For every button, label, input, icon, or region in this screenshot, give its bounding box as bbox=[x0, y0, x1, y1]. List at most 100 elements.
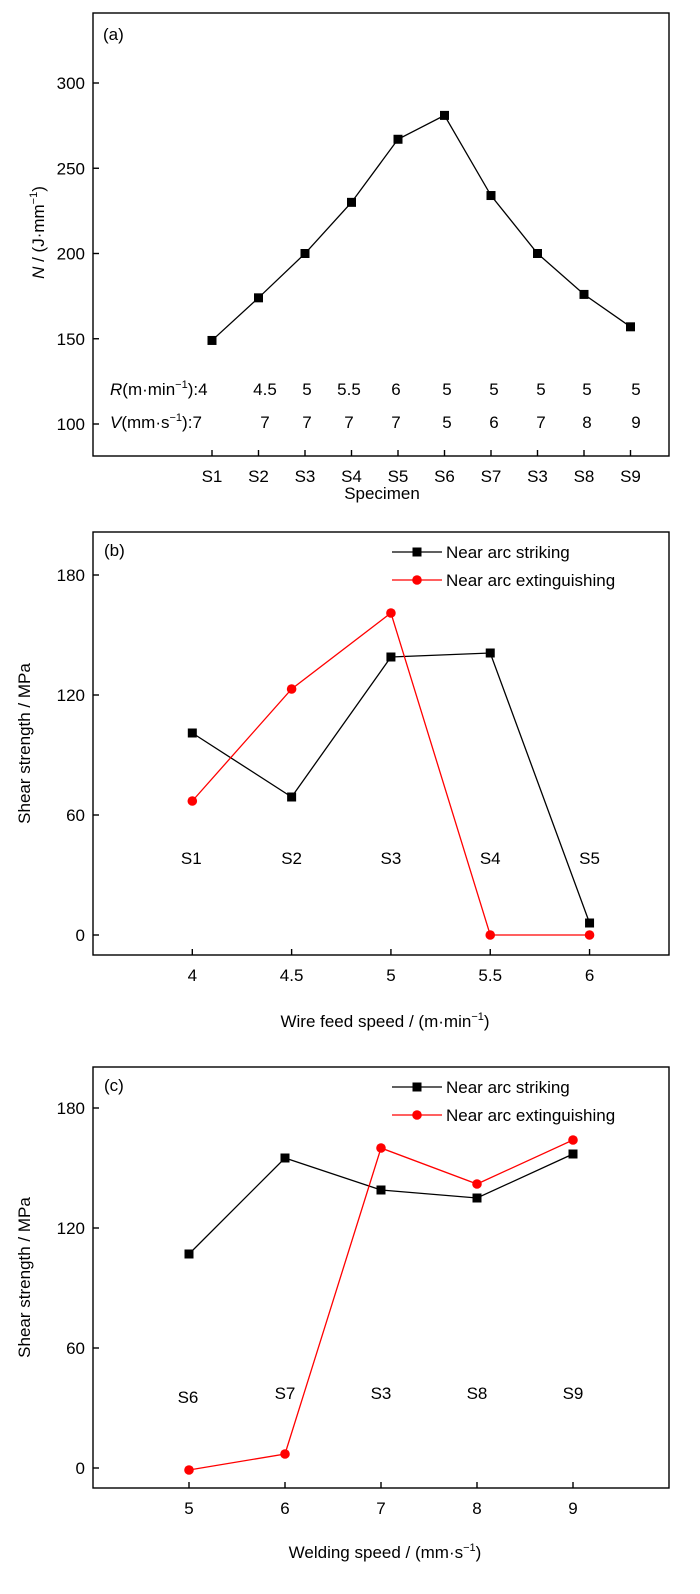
y-tick-label-a: 150 bbox=[57, 330, 85, 349]
param-value: 5 bbox=[536, 380, 545, 399]
data-point bbox=[584, 930, 595, 940]
param-value: 6 bbox=[391, 380, 400, 399]
point-label: S4 bbox=[480, 849, 501, 868]
data-point-a bbox=[533, 249, 542, 258]
text-span: 7 bbox=[192, 413, 201, 432]
param-row-label: R(m·min−1):4 bbox=[110, 379, 208, 399]
legend-label: Near arc striking bbox=[446, 1078, 570, 1097]
legend-marker bbox=[412, 1110, 422, 1120]
param-value: 4.5 bbox=[253, 380, 277, 399]
y-tick-label-a: 250 bbox=[57, 159, 85, 178]
y-tick-label: 120 bbox=[57, 686, 85, 705]
param-value: 5 bbox=[302, 380, 311, 399]
text-span: 4 bbox=[198, 380, 207, 399]
data-point-a bbox=[300, 249, 310, 258]
point-label: S3 bbox=[381, 849, 402, 868]
panel-a: 100 150 200 250 300 S1 S2 S3 S4 S5 S6 S7 S3 S8 S9 Speci… bbox=[28, 12, 670, 503]
x-tick-label: 7 bbox=[376, 1499, 385, 1518]
text-span: V bbox=[110, 413, 123, 432]
data-point-a bbox=[254, 293, 263, 303]
x-tick-label-a: S5 bbox=[388, 467, 409, 486]
x-axis-label-a: Specimen bbox=[344, 484, 420, 503]
param-value: 5.5 bbox=[337, 380, 361, 399]
point-label: S8 bbox=[467, 1384, 488, 1403]
param-value: 7 bbox=[260, 413, 269, 432]
point-label: S9 bbox=[563, 1384, 584, 1403]
text-span: N bbox=[29, 266, 48, 279]
legend-marker bbox=[412, 1082, 422, 1092]
text-span: −1 bbox=[463, 1542, 476, 1554]
point-label: S2 bbox=[281, 849, 302, 868]
x-tick-label: 6 bbox=[280, 1499, 289, 1518]
text-span: Wire feed speed / (m·min bbox=[280, 1012, 471, 1031]
y-tick-label: 60 bbox=[66, 1339, 85, 1358]
y-tick-label: 60 bbox=[66, 806, 85, 825]
data-point-a bbox=[626, 322, 635, 332]
y-axis-label: Shear strength / MPa bbox=[15, 663, 34, 824]
data-point bbox=[472, 1179, 482, 1189]
x-tick-label: 5.5 bbox=[478, 966, 502, 985]
text-span: ) bbox=[29, 186, 48, 192]
param-value: 6 bbox=[489, 413, 498, 432]
text-span: R bbox=[110, 380, 122, 399]
text-span: −1 bbox=[170, 412, 183, 424]
data-point bbox=[187, 796, 198, 806]
x-tick-label: 9 bbox=[568, 1499, 577, 1518]
panel-label: (b) bbox=[104, 541, 125, 560]
x-tick-label-a: S9 bbox=[620, 467, 641, 486]
data-point bbox=[280, 1153, 290, 1163]
y-tick-label-a: 300 bbox=[57, 74, 85, 93]
legend-marker bbox=[412, 547, 422, 557]
y-axis-label-a: N / (J·mm−1) bbox=[28, 186, 48, 279]
x-tick-label: 5 bbox=[386, 966, 395, 985]
x-tick-label-a: S1 bbox=[202, 467, 223, 486]
point-label: S1 bbox=[181, 849, 202, 868]
y-tick-label: 0 bbox=[76, 926, 85, 945]
param-value: 5 bbox=[582, 380, 591, 399]
text-span: ): bbox=[182, 413, 192, 432]
param-value: 5 bbox=[442, 413, 451, 432]
data-point bbox=[472, 1193, 482, 1203]
point-label: S6 bbox=[178, 1388, 199, 1407]
panel-c: 0 60 120 180 5 6 7 8 9 Welding speed / (mm·s−1) Sh… bbox=[15, 1066, 670, 1562]
x-tick-label-a: S3 bbox=[295, 467, 316, 486]
point-label: S7 bbox=[275, 1384, 296, 1403]
text-span: −1 bbox=[28, 192, 40, 205]
y-tick-label: 0 bbox=[76, 1459, 85, 1478]
data-point bbox=[485, 648, 495, 658]
param-value: 7 bbox=[536, 413, 545, 432]
data-point-a bbox=[393, 134, 403, 144]
panel-b-frame bbox=[92, 531, 670, 956]
point-label: S5 bbox=[579, 849, 600, 868]
x-tick-label: 4 bbox=[188, 966, 197, 985]
data-point bbox=[280, 1449, 290, 1459]
text-span: ) bbox=[476, 1543, 482, 1562]
param-value: 7 bbox=[344, 413, 353, 432]
data-point bbox=[287, 792, 297, 802]
x-tick-label-a: S6 bbox=[434, 467, 455, 486]
x-tick-label-a: S2 bbox=[248, 467, 269, 486]
text-span: Welding speed / (mm·s bbox=[289, 1543, 463, 1562]
series-line bbox=[188, 1153, 574, 1255]
text-span: (m·min bbox=[122, 380, 175, 399]
data-point-a bbox=[579, 289, 589, 299]
x-tick-label: 8 bbox=[472, 1499, 481, 1518]
param-value: 9 bbox=[631, 413, 640, 432]
data-point bbox=[187, 728, 197, 738]
param-value: 7 bbox=[302, 413, 311, 432]
y-axis-label: Shear strength / MPa bbox=[15, 1197, 34, 1358]
data-point bbox=[184, 1249, 194, 1259]
text-span: ): bbox=[188, 380, 198, 399]
series-line bbox=[191, 652, 591, 924]
x-tick-label-a: S7 bbox=[481, 467, 502, 486]
data-point bbox=[485, 930, 496, 940]
x-tick-label: 4.5 bbox=[280, 966, 304, 985]
text-span: −1 bbox=[471, 1011, 484, 1023]
text-span: ) bbox=[484, 1012, 490, 1031]
panel-a-frame bbox=[92, 12, 670, 457]
data-point bbox=[585, 918, 595, 928]
text-span: / (J·mm bbox=[29, 204, 48, 266]
point-label: S3 bbox=[371, 1384, 392, 1403]
data-point bbox=[568, 1135, 578, 1145]
x-axis-label: Welding speed / (mm·s−1) bbox=[289, 1542, 482, 1562]
